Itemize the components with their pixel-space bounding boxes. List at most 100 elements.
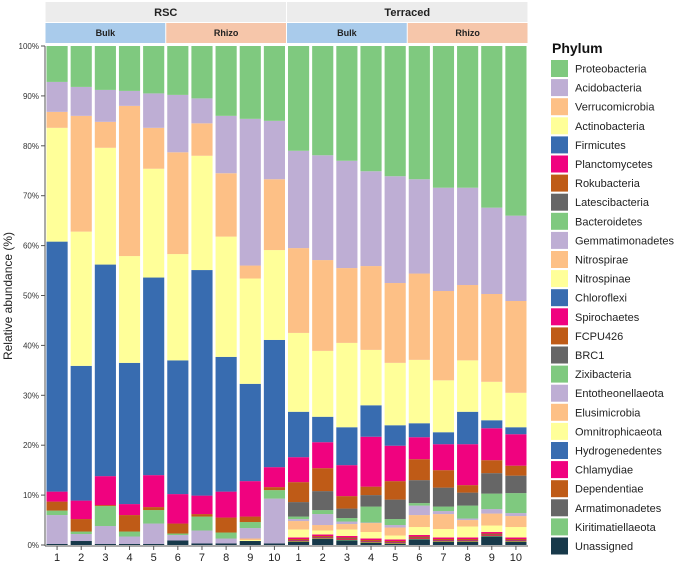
bar-segment [288,151,309,248]
bar-segment [288,517,309,519]
bar-segment [385,363,406,425]
bars [47,46,527,545]
bar-segment [505,493,526,513]
bar-segment [336,509,357,518]
bar-segment [457,506,478,519]
legend-entry: Omnitrophicaeota [575,426,663,438]
bar-segment [433,188,454,291]
bar-segment [385,528,406,536]
bar-segment [336,343,357,427]
bar-segment [216,539,237,544]
x-tick-label: 8 [223,552,229,564]
bar-segment [288,519,309,521]
bar-segment [95,122,116,148]
group-label: Bulk [96,28,116,38]
bar-segment [385,500,406,519]
legend-swatch [551,404,568,421]
bar-segment [336,536,357,537]
bar-segment [167,535,188,540]
bar-stack [95,46,116,545]
bar-segment [264,490,285,498]
bar-segment [71,46,92,87]
bar-segment [216,518,237,533]
legend-swatch [551,289,568,306]
y-tick-label: 40% [23,341,39,350]
bar-segment [457,519,478,520]
bar-segment [143,93,164,127]
bar-segment [505,513,526,516]
bar-segment [385,540,406,541]
bar-segment [360,543,381,545]
bar-stack [312,46,333,545]
bar-segment [457,493,478,506]
x-tick-label: 6 [175,552,181,564]
legend-swatch [551,442,568,459]
legend-swatch [551,194,568,211]
y-tick-label: 0% [27,541,39,550]
bar-segment [119,537,140,544]
bar-stack [505,46,526,545]
bar-segment [95,46,116,90]
bar-segment [457,285,478,360]
bar-segment [360,539,381,540]
bar-segment [312,491,333,510]
bar-stack [457,46,478,545]
bar-segment [360,405,381,436]
bar-segment [433,488,454,507]
bar-segment [240,541,261,545]
legend-swatch [551,308,568,325]
bar-segment [119,363,140,504]
bar-stack [481,46,502,545]
bar-segment [288,46,309,151]
bar-segment [409,274,430,360]
bar-segment [143,510,164,523]
y-tick-label: 100% [19,42,39,51]
bar-segment [360,540,381,541]
bar-segment [191,123,212,155]
bar-segment [385,176,406,283]
bar-segment [433,432,454,444]
bar-segment [360,507,381,523]
bar-segment [71,366,92,501]
bar-segment [288,539,309,540]
legend-entry: Chlamydiae [575,465,633,477]
bar-segment [457,444,478,485]
bar-stack [385,46,406,545]
bar-segment [47,492,68,502]
x-tick-label: 7 [199,552,205,564]
x-tick-label: 6 [416,552,422,564]
bar-segment [264,340,285,467]
bar-segment [264,250,285,340]
bar-segment [336,524,357,529]
bar-stack [288,46,309,545]
bar-segment [143,507,164,510]
legend-entry: Chloroflexi [575,293,627,305]
bar-segment [216,173,237,236]
y-tick-label: 30% [23,391,39,400]
bar-segment [240,279,261,384]
bar-segment [119,256,140,363]
legend-swatch [551,79,568,96]
bar-segment [288,542,309,545]
bar-segment [409,480,430,503]
bar-segment [409,527,430,535]
legend-swatch [551,518,568,535]
bar-segment [409,437,430,459]
legend-entry: Nitrospinae [575,274,631,286]
bar-segment [385,541,406,542]
legend-swatch [551,251,568,268]
x-tick-label: 3 [344,552,350,564]
bar-segment [360,350,381,405]
bar-segment [312,525,333,530]
bar-segment [240,517,261,522]
bar-segment [240,384,261,481]
bar-segment [312,260,333,351]
bar-stack [119,46,140,545]
bar-segment [216,357,237,492]
bar-segment [240,522,261,528]
bar-segment [336,538,357,539]
legend-swatch [551,136,568,153]
legend-swatch [551,385,568,402]
bar-segment [505,427,526,434]
facet-label: RSC [154,7,177,19]
